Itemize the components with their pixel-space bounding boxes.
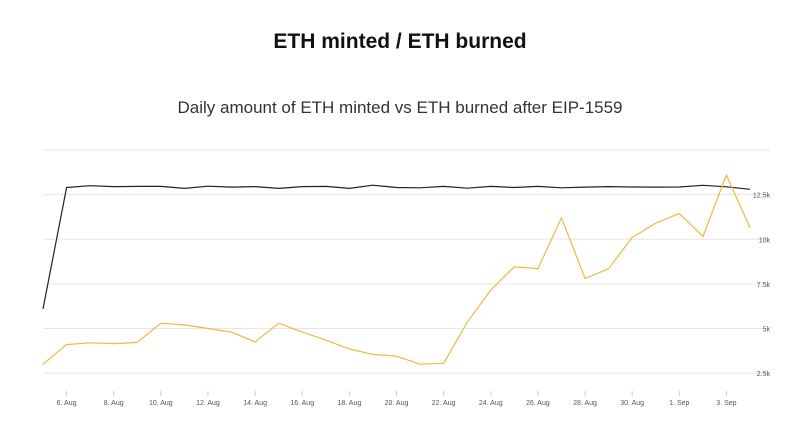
x-tick-label: 12. Aug [196,400,220,407]
x-axis-ticks: 6. Aug 8. Aug 10. Aug 12. Aug 14. Aug 16. Aug… [57,391,737,407]
x-tick-label: 22. Aug [432,400,456,407]
x-tick-label: 14. Aug [243,400,267,407]
x-tick-label: 6. Aug [57,400,77,407]
x-tick-label: 30. Aug [620,400,644,407]
x-tick-label: 8. Aug [104,400,124,407]
x-tick-label: 10. Aug [149,400,173,407]
series-lines [42,174,751,365]
x-tick-label: 28. Aug [573,400,597,407]
x-tick-label: 24. Aug [479,400,503,407]
series-line-2 [42,174,751,365]
x-tick-label: 3. Sep [716,400,736,407]
gridlines [43,149,770,374]
y-tick-label: 12.5k [753,193,771,200]
y-tick-label: 2.5k [757,371,771,378]
y-axis-ticks: 2.5k 5k 7.5k 10k 12.5k [753,193,771,379]
x-tick-label: 16. Aug [290,400,314,407]
x-tick-label: 20. Aug [385,400,409,407]
x-tick-label: 18. Aug [337,400,361,407]
y-tick-label: 10k [759,237,771,244]
page-heading: ETH minted / ETH burned [273,30,527,53]
y-tick-label: 5k [763,327,771,334]
y-tick-label: 7.5k [757,282,771,289]
x-tick-label: 26. Aug [526,400,550,407]
series-line-1 [42,184,751,310]
x-tick-label: 1. Sep [669,400,689,407]
chart-title: Daily amount of ETH minted vs ETH burned… [177,98,623,117]
